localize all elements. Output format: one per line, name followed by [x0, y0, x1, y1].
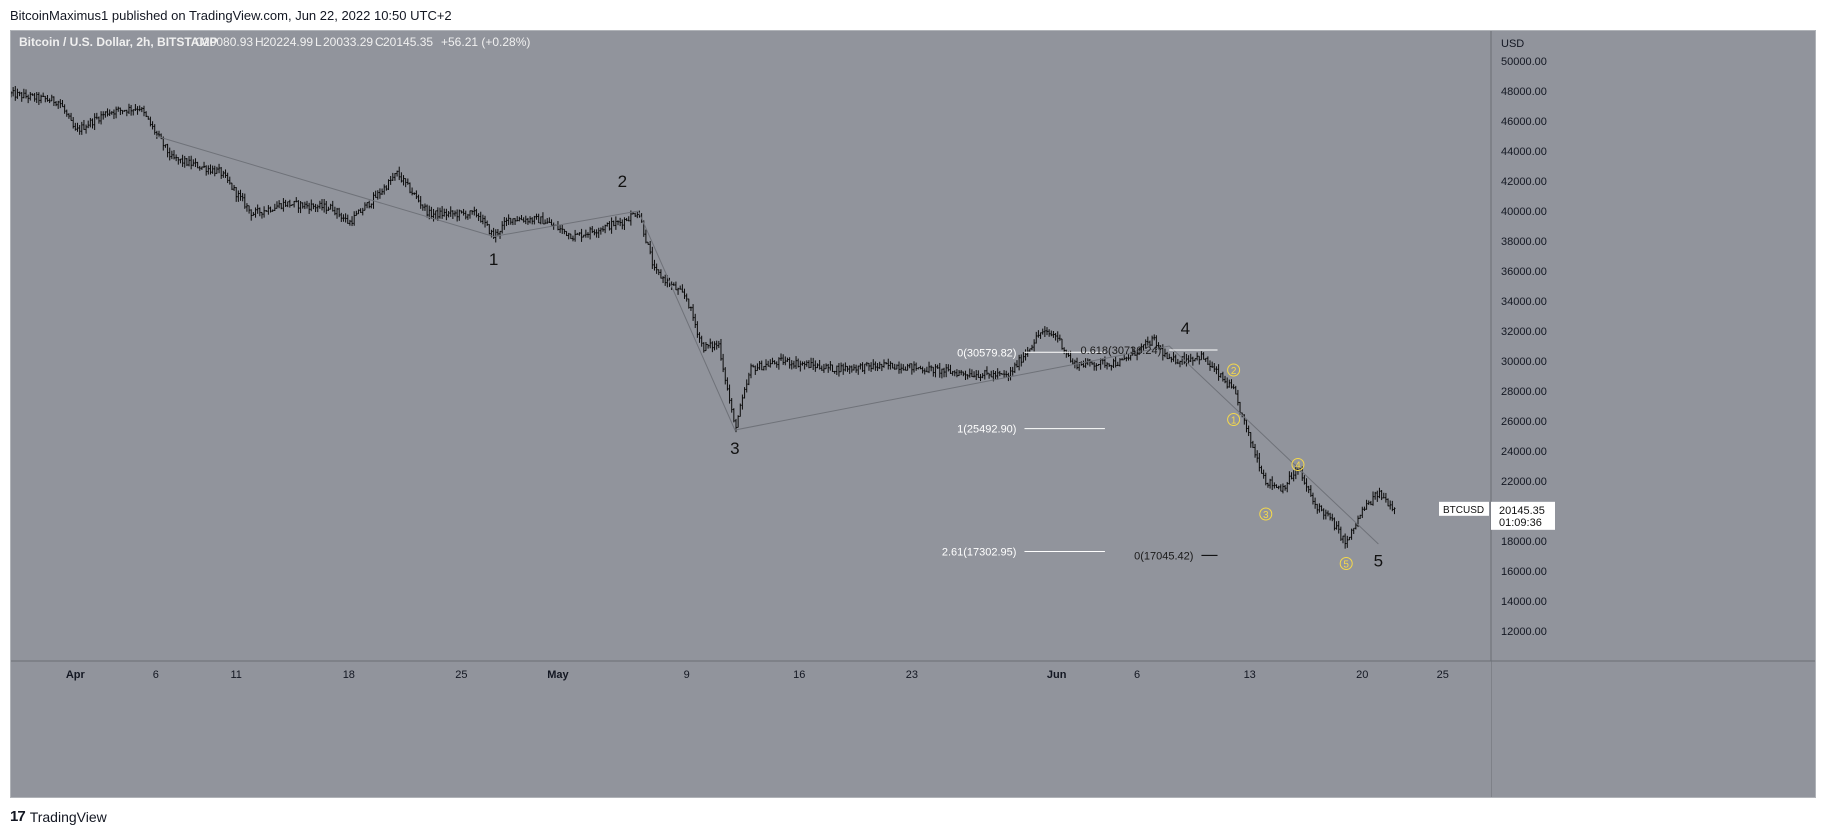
wave-label: 1	[489, 250, 498, 269]
price-tick-label: 50000.00	[1501, 56, 1547, 68]
price-tick-label: 48000.00	[1501, 86, 1547, 98]
price-tick-label: 36000.00	[1501, 266, 1547, 278]
fib-level-label: 0(30579.82)	[957, 347, 1016, 359]
high-value: 20224.99	[263, 35, 313, 49]
time-tick-label: 11	[231, 669, 242, 681]
wave-label: 4	[1181, 319, 1190, 338]
price-tick-label: 40000.00	[1501, 206, 1547, 218]
time-axis[interactable]: Apr 6 11 18 25 May 9 16 23 Jun 6 13 20 25	[11, 660, 1815, 797]
subwave-number: 2	[1231, 366, 1237, 377]
time-axis-background	[11, 661, 1491, 797]
wave-label: 2	[618, 172, 627, 191]
time-tick-label: 6	[153, 669, 159, 681]
time-tick-label: 25	[455, 669, 467, 681]
time-tick-label: 9	[684, 669, 690, 681]
subwave-label: 4	[1291, 458, 1305, 472]
plot-area[interactable]: 0(30579.82) 1(25492.90) 2.61(17302.95) 0.61…	[11, 31, 1491, 661]
price-tick-label: 28000.00	[1501, 386, 1547, 398]
last-price-tag	[1491, 501, 1555, 530]
high-label: H	[255, 35, 264, 49]
subwave-number: 5	[1343, 560, 1349, 571]
subwave-label: 2	[1227, 363, 1241, 377]
subwave-number: 3	[1263, 510, 1269, 521]
price-tick-label: 22000.00	[1501, 476, 1547, 488]
subwave-label: 1	[1227, 413, 1241, 427]
subwave-label: 5	[1339, 557, 1353, 571]
price-tick-label: 42000.00	[1501, 176, 1547, 188]
wave-count-line	[155, 135, 1379, 545]
open-value: 20080.93	[203, 35, 253, 49]
change-value: +56.21 (+0.28%)	[441, 35, 530, 49]
symbol-tag	[1439, 501, 1489, 516]
subwave-circle	[1227, 413, 1241, 426]
subwave-circle	[1291, 458, 1305, 471]
price-tick-label: 32000.00	[1501, 326, 1547, 338]
price-tick-label: 30000.00	[1501, 356, 1547, 368]
plot-background	[11, 31, 1491, 661]
wave-label: 5	[1374, 552, 1383, 571]
price-tick-label: 14000.00	[1501, 596, 1547, 608]
price-tick-label: 26000.00	[1501, 416, 1547, 428]
tradingview-logo-icon: 17	[10, 808, 26, 825]
low-value: 20033.29	[323, 35, 373, 49]
tradingview-footer[interactable]: 17 TradingView	[10, 808, 107, 825]
price-chart[interactable]: 0(30579.82) 1(25492.90) 2.61(17302.95) 0.61…	[11, 31, 1815, 797]
price-axis-unit: USD	[1501, 38, 1524, 50]
close-value: 20145.35	[383, 35, 433, 49]
subwave-number: 4	[1295, 461, 1301, 472]
price-tick-label: 18000.00	[1501, 536, 1547, 548]
price-tick-label: 16000.00	[1501, 566, 1547, 578]
fib-level-label: 1(25492.90)	[957, 424, 1016, 436]
candles	[11, 85, 1396, 549]
tradingview-brand: TradingView	[29, 808, 107, 825]
last-price-value: 20145.35	[1499, 505, 1545, 517]
close-label: C	[375, 35, 384, 49]
publisher-header: BitcoinMaximus1 published on TradingView…	[10, 8, 452, 23]
time-tick-label: Apr	[66, 669, 86, 681]
price-tick-label: 44000.00	[1501, 146, 1547, 158]
price-tick-label: 34000.00	[1501, 296, 1547, 308]
symbol-title: Bitcoin / U.S. Dollar, 2h, BITSTAMP	[19, 35, 217, 49]
time-tick-label: 25	[1437, 669, 1449, 681]
time-tick-label: 6	[1134, 669, 1140, 681]
wave-label: 3	[730, 439, 739, 458]
fib-level-label: 0.618(30736.24)	[1081, 345, 1162, 357]
open-label: O	[195, 35, 204, 49]
price-axis[interactable]: USD12000.0014000.0016000.0018000.0020000…	[1490, 31, 1815, 797]
time-tick-label: Jun	[1047, 669, 1067, 681]
price-tick-label: 46000.00	[1501, 116, 1547, 128]
price-tick-label: 12000.00	[1501, 626, 1547, 638]
time-tick-label: 23	[906, 669, 918, 681]
fib-level-label: 2.61(17302.95)	[942, 546, 1017, 558]
subwave-number: 1	[1231, 416, 1237, 427]
last-price-countdown: 01:09:36	[1499, 517, 1542, 529]
price-axis-background	[1491, 31, 1815, 797]
subwave-circle	[1339, 557, 1353, 570]
time-tick-label: May	[547, 669, 569, 681]
subwave-label: 3	[1259, 507, 1273, 521]
time-tick-label: 18	[343, 669, 355, 681]
time-tick-label: 13	[1244, 669, 1256, 681]
chart-frame[interactable]: 0(30579.82) 1(25492.90) 2.61(17302.95) 0.61…	[10, 30, 1816, 798]
low-label: L	[315, 35, 322, 49]
time-tick-label: 20	[1356, 669, 1368, 681]
symbol-tag-label: BTCUSD	[1443, 505, 1484, 516]
ohlc-legend: Bitcoin / U.S. Dollar, 2h, BITSTAMP O200…	[19, 35, 530, 49]
price-tick-label: 24000.00	[1501, 446, 1547, 458]
time-tick-label: 16	[793, 669, 805, 681]
fib-level-label: 0(17045.42)	[1134, 550, 1193, 562]
subwave-circle	[1227, 363, 1241, 377]
subwave-circle	[1259, 507, 1273, 521]
price-tick-label: 38000.00	[1501, 236, 1547, 248]
